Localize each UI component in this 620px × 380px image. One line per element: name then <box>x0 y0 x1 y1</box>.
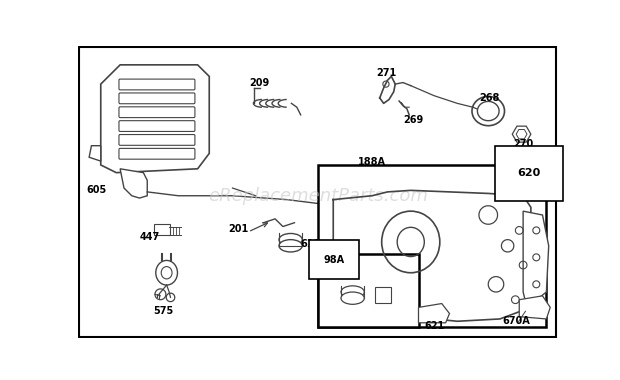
Polygon shape <box>418 304 449 323</box>
Text: 620: 620 <box>518 168 541 179</box>
FancyBboxPatch shape <box>119 79 195 90</box>
Text: 670A: 670A <box>502 316 530 326</box>
FancyBboxPatch shape <box>154 224 170 235</box>
Text: 575: 575 <box>153 306 174 315</box>
Text: 605: 605 <box>87 185 107 195</box>
Text: 201: 201 <box>229 224 249 234</box>
Bar <box>317 253 418 327</box>
Ellipse shape <box>161 267 172 279</box>
Ellipse shape <box>279 233 303 246</box>
Text: 270: 270 <box>513 139 533 149</box>
Text: 188A: 188A <box>358 157 386 167</box>
FancyBboxPatch shape <box>119 107 195 117</box>
Polygon shape <box>523 211 549 307</box>
Text: 618: 618 <box>301 239 321 249</box>
Text: eReplacementParts.com: eReplacementParts.com <box>208 187 428 205</box>
Text: 98A: 98A <box>323 255 344 265</box>
Text: 268: 268 <box>479 93 499 103</box>
FancyBboxPatch shape <box>375 287 391 303</box>
Ellipse shape <box>341 286 365 298</box>
FancyBboxPatch shape <box>119 149 195 159</box>
Text: 209: 209 <box>249 78 270 88</box>
FancyBboxPatch shape <box>119 121 195 131</box>
Ellipse shape <box>279 240 303 252</box>
Text: 271: 271 <box>376 68 396 78</box>
Text: 447: 447 <box>140 232 160 242</box>
FancyBboxPatch shape <box>119 93 195 104</box>
Polygon shape <box>89 146 100 161</box>
Ellipse shape <box>156 260 177 285</box>
Ellipse shape <box>341 292 365 304</box>
Polygon shape <box>120 169 148 198</box>
Text: 269: 269 <box>403 115 423 125</box>
Polygon shape <box>520 296 551 319</box>
Polygon shape <box>100 65 210 173</box>
FancyBboxPatch shape <box>119 135 195 145</box>
Bar <box>317 165 546 327</box>
Text: 621: 621 <box>425 321 445 331</box>
